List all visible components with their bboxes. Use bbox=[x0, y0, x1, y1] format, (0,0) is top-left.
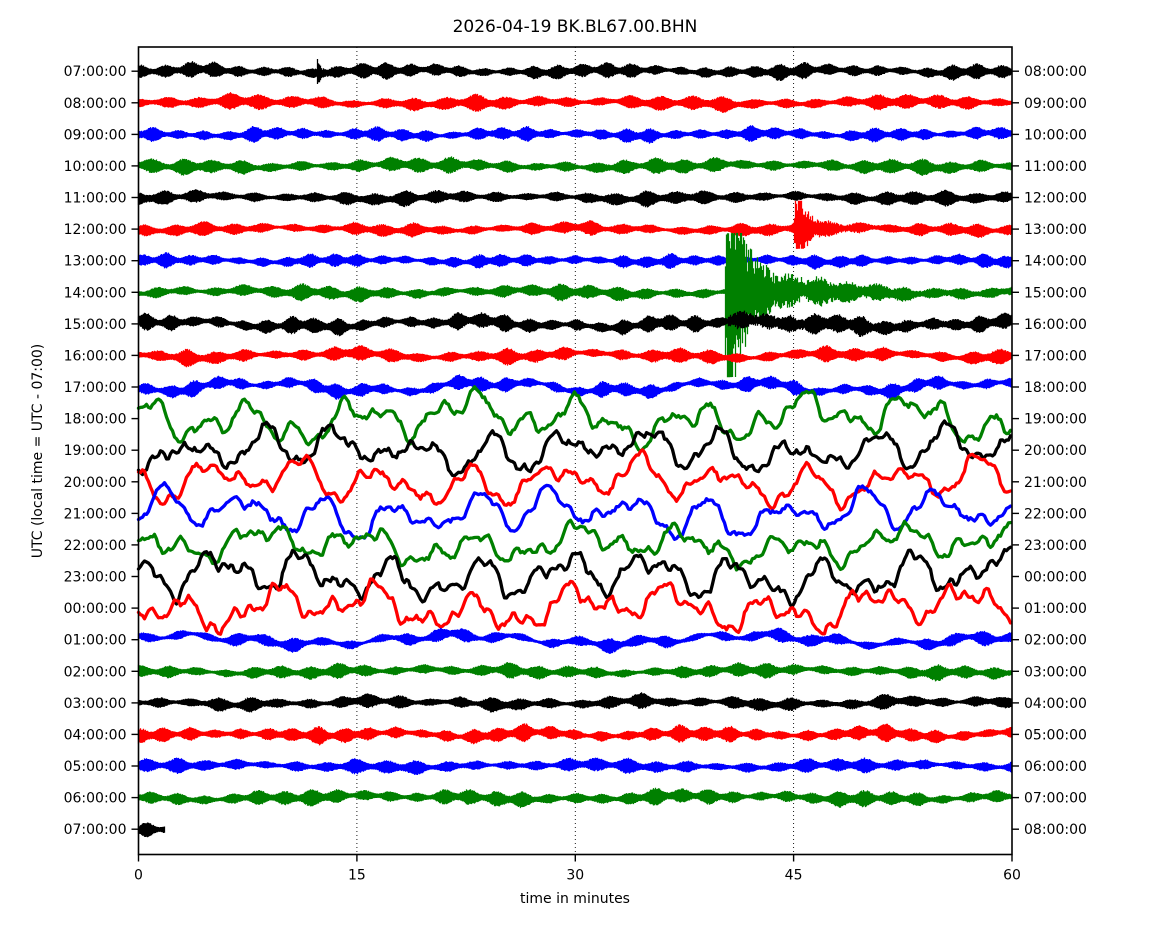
trace-row-04:00:00 bbox=[137, 723, 1013, 746]
y-tick-label-left-14: 21:00:00 bbox=[64, 506, 127, 522]
y-tick-label-left-0: 07:00:00 bbox=[64, 64, 127, 80]
y-axis-label: UTC (local time = UTC - 07:00) bbox=[30, 344, 46, 559]
trace-row-21:00:00 bbox=[136, 481, 1013, 541]
y-tick-label-left-17: 00:00:00 bbox=[64, 601, 127, 617]
y-tick-label-right-23: 07:00:00 bbox=[1024, 791, 1087, 807]
y-tick-label-right-1: 09:00:00 bbox=[1024, 96, 1087, 112]
trace-row-06:00:00 bbox=[137, 787, 1013, 809]
trace-row-07:00:00 bbox=[137, 59, 1013, 84]
y-tick-label-left-13: 20:00:00 bbox=[64, 475, 127, 491]
x-axis-label: time in minutes bbox=[520, 891, 630, 907]
y-tick-label-left-7: 14:00:00 bbox=[64, 285, 127, 301]
y-tick-label-left-2: 09:00:00 bbox=[64, 127, 127, 143]
y-tick-label-left-24: 07:00:00 bbox=[64, 822, 127, 838]
plot-title: 2026-04-19 BK.BL67.00.BHN bbox=[453, 17, 698, 37]
trace-row-13:00:00 bbox=[137, 252, 1013, 270]
y-tick-label-left-1: 08:00:00 bbox=[64, 96, 127, 112]
y-tick-label-right-8: 16:00:00 bbox=[1024, 317, 1087, 333]
y-tick-label-left-16: 23:00:00 bbox=[64, 570, 127, 586]
trace-row-00:00:00 bbox=[136, 577, 1013, 636]
x-tick-label-45: 45 bbox=[785, 868, 803, 884]
y-tick-label-right-21: 05:00:00 bbox=[1024, 727, 1087, 743]
y-tick-label-right-0: 08:00:00 bbox=[1024, 64, 1087, 80]
y-tick-label-right-7: 15:00:00 bbox=[1024, 285, 1087, 301]
y-tick-label-left-4: 11:00:00 bbox=[64, 191, 127, 207]
x-tick-label-0: 0 bbox=[134, 868, 143, 884]
y-tick-label-right-22: 06:00:00 bbox=[1024, 759, 1087, 775]
y-tick-label-right-5: 13:00:00 bbox=[1024, 222, 1087, 238]
y-tick-label-right-9: 17:00:00 bbox=[1024, 348, 1087, 364]
trace-layer bbox=[136, 59, 1013, 838]
gridlines bbox=[356, 47, 795, 855]
y-tick-label-left-15: 22:00:00 bbox=[64, 538, 127, 554]
y-tick-label-left-10: 17:00:00 bbox=[64, 380, 127, 396]
y-tick-label-left-11: 18:00:00 bbox=[64, 412, 127, 428]
y-tick-label-right-13: 21:00:00 bbox=[1024, 475, 1087, 491]
y-tick-label-left-20: 03:00:00 bbox=[64, 696, 127, 712]
y-tick-label-left-5: 12:00:00 bbox=[64, 222, 127, 238]
x-tick-label-60: 60 bbox=[1003, 868, 1021, 884]
y-tick-label-left-8: 15:00:00 bbox=[64, 317, 127, 333]
y-tick-label-left-3: 10:00:00 bbox=[64, 159, 127, 175]
trace-row-07:00:00 bbox=[137, 822, 166, 838]
y-tick-label-left-21: 04:00:00 bbox=[64, 727, 127, 743]
y-tick-label-right-17: 01:00:00 bbox=[1024, 601, 1087, 617]
axis-tick-labels: 07:00:00 08:00:00 08:00:00 09:00:00 09:00:00… bbox=[64, 64, 1087, 883]
y-tick-label-right-6: 14:00:00 bbox=[1024, 254, 1087, 270]
y-tick-label-left-18: 01:00:00 bbox=[64, 633, 127, 649]
trace-row-02:00:00 bbox=[137, 662, 1013, 682]
y-tick-label-right-2: 10:00:00 bbox=[1024, 127, 1087, 143]
y-tick-label-left-12: 19:00:00 bbox=[64, 443, 127, 459]
y-tick-label-right-19: 03:00:00 bbox=[1024, 664, 1087, 680]
trace-row-15:00:00 bbox=[137, 310, 1013, 337]
y-tick-label-right-16: 00:00:00 bbox=[1024, 570, 1087, 586]
y-tick-label-left-23: 06:00:00 bbox=[64, 791, 127, 807]
trace-row-05:00:00 bbox=[137, 757, 1013, 775]
y-tick-label-right-3: 11:00:00 bbox=[1024, 159, 1087, 175]
y-tick-label-left-19: 02:00:00 bbox=[64, 664, 127, 680]
x-tick-label-30: 30 bbox=[566, 868, 584, 884]
trace-row-22:00:00 bbox=[136, 518, 1013, 572]
trace-row-12:00:00 bbox=[137, 200, 1013, 249]
y-tick-label-right-12: 20:00:00 bbox=[1024, 443, 1087, 459]
y-tick-label-left-9: 16:00:00 bbox=[64, 348, 127, 364]
y-tick-label-right-15: 23:00:00 bbox=[1024, 538, 1087, 554]
y-tick-label-right-24: 08:00:00 bbox=[1024, 822, 1087, 838]
y-tick-label-left-22: 05:00:00 bbox=[64, 759, 127, 775]
y-tick-label-right-20: 04:00:00 bbox=[1024, 696, 1087, 712]
y-tick-label-left-6: 13:00:00 bbox=[64, 254, 127, 270]
trace-row-18:00:00 bbox=[136, 385, 1013, 453]
trace-row-23:00:00 bbox=[136, 545, 1013, 608]
y-tick-label-right-10: 18:00:00 bbox=[1024, 380, 1087, 396]
y-tick-label-right-14: 22:00:00 bbox=[1024, 506, 1087, 522]
y-tick-label-right-4: 12:00:00 bbox=[1024, 191, 1087, 207]
trace-row-19:00:00 bbox=[136, 419, 1013, 478]
x-tick-label-15: 15 bbox=[348, 868, 366, 884]
axis-ticks bbox=[131, 70, 1019, 862]
y-tick-label-right-11: 19:00:00 bbox=[1024, 412, 1087, 428]
y-tick-label-right-18: 02:00:00 bbox=[1024, 633, 1087, 649]
